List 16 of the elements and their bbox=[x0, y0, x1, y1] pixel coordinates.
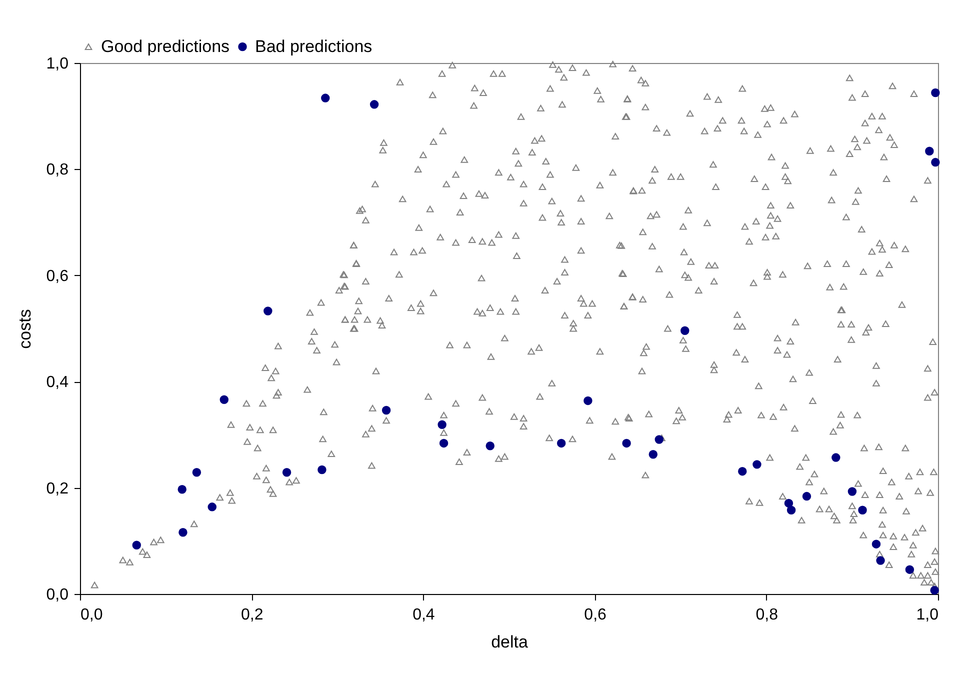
y-tick-label: 0,4 bbox=[46, 374, 69, 392]
y-tick-label: 0,8 bbox=[46, 162, 69, 179]
x-tick-label: 0,8 bbox=[756, 606, 778, 624]
x-tick-label: 0,6 bbox=[584, 606, 607, 624]
y-tick-label: 0,6 bbox=[46, 268, 69, 285]
x-axis-title: delta bbox=[491, 632, 528, 652]
y-tick-label: 0,2 bbox=[46, 480, 69, 498]
x-tick-label: 0,2 bbox=[240, 606, 264, 624]
y-tick-label: 0,0 bbox=[46, 586, 69, 604]
x-tick-label: 0,0 bbox=[80, 606, 103, 624]
y-axis-title: costs bbox=[15, 309, 34, 349]
y-tick-label: 1,0 bbox=[46, 56, 69, 72]
x-tick-label: 0,4 bbox=[412, 606, 435, 624]
legend-label: Good predictions bbox=[101, 36, 230, 56]
legend-label: Bad predictions bbox=[255, 36, 372, 56]
x-tick-label: 1,0 bbox=[916, 606, 939, 624]
